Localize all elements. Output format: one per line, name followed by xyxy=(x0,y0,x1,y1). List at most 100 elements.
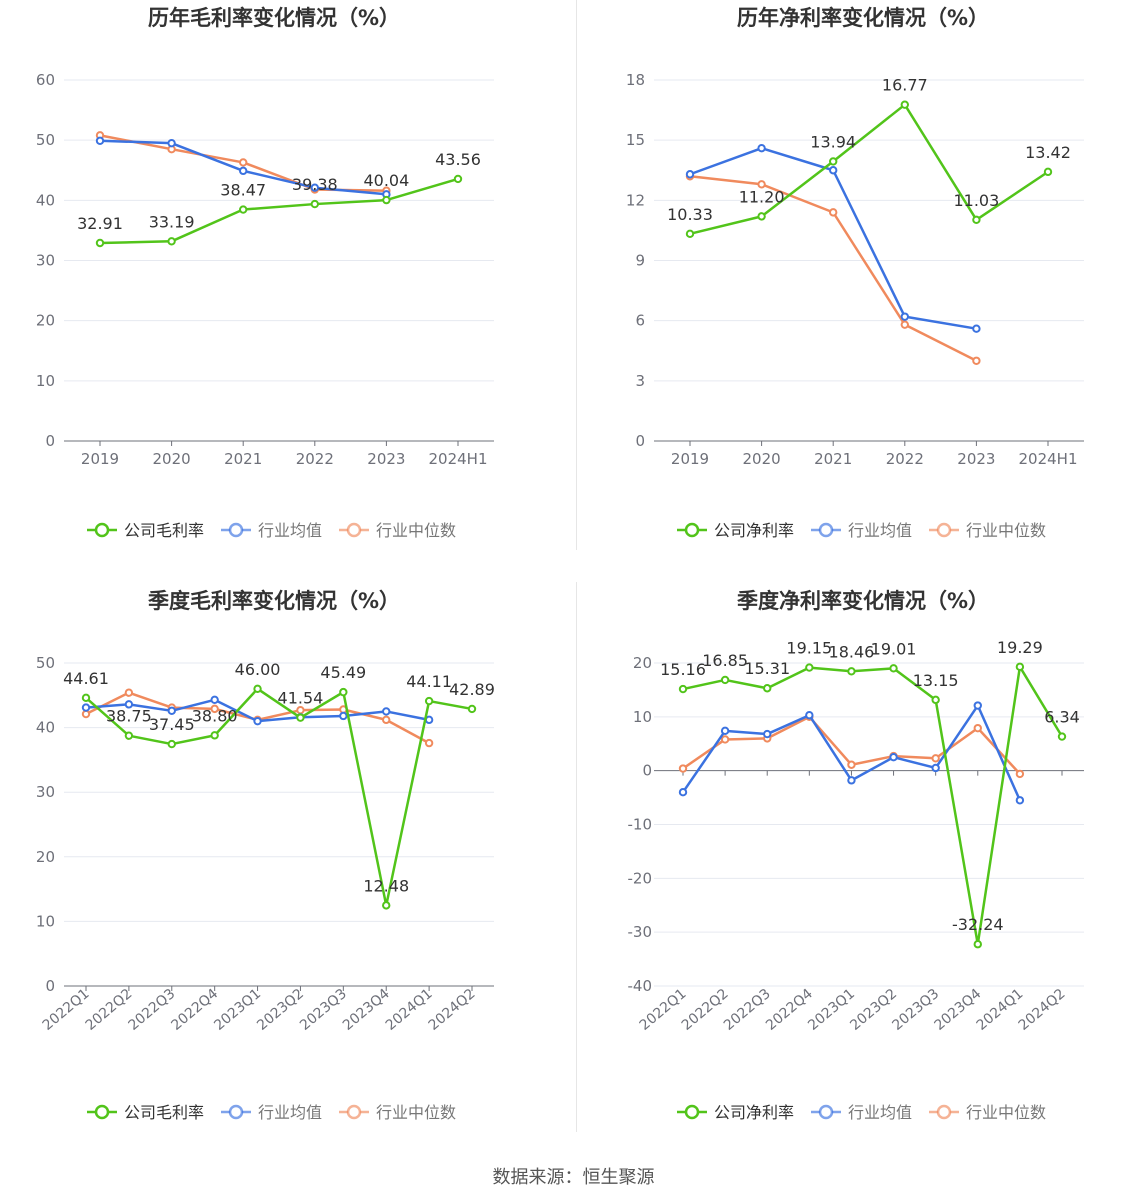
data-label: 19.29 xyxy=(997,638,1043,657)
legend-label[interactable]: 公司毛利率 xyxy=(124,1103,204,1122)
x-tick-label: 2023Q4 xyxy=(932,986,985,1034)
chart-title: 历年净利率变化情况（%） xyxy=(737,6,989,30)
series-line xyxy=(682,665,1064,946)
legend-swatch-marker[interactable] xyxy=(228,1104,244,1120)
legend-label[interactable]: 行业均值 xyxy=(258,1103,322,1122)
y-tick-label: 0 xyxy=(45,432,55,450)
legend-swatch-marker[interactable] xyxy=(94,1104,110,1120)
x-tick-label: 2022Q3 xyxy=(126,986,179,1034)
data-point xyxy=(931,695,940,705)
data-point xyxy=(296,713,305,722)
data-point xyxy=(678,788,688,797)
legend-swatch-marker[interactable] xyxy=(936,1104,952,1120)
data-point xyxy=(847,760,856,769)
data-point xyxy=(757,212,766,221)
data-point xyxy=(210,695,219,705)
y-tick-label: 0 xyxy=(642,762,652,780)
data-point xyxy=(720,726,730,736)
data-point xyxy=(1015,796,1025,805)
data-point xyxy=(931,763,940,773)
y-tick-label: 30 xyxy=(36,252,55,270)
data-point xyxy=(720,735,730,744)
data-label: 10.33 xyxy=(667,205,713,224)
data-point xyxy=(239,158,248,167)
legend-label[interactable]: 公司净利率 xyxy=(714,1103,794,1122)
x-tick-label: 2019 xyxy=(671,450,709,468)
legend-label[interactable]: 行业中位数 xyxy=(966,521,1046,540)
legend-label[interactable]: 公司净利率 xyxy=(714,521,794,540)
data-label: 32.91 xyxy=(77,214,123,233)
data-label: 33.19 xyxy=(149,212,195,231)
x-tick-label: 2022Q3 xyxy=(721,986,774,1034)
data-point xyxy=(889,664,898,673)
y-tick-label: 60 xyxy=(36,71,55,89)
data-point xyxy=(847,776,856,785)
data-point xyxy=(931,754,940,763)
data-label: 46.00 xyxy=(235,660,281,679)
legend-label[interactable]: 行业中位数 xyxy=(966,1103,1046,1122)
y-tick-label: 0 xyxy=(635,432,645,450)
x-tick-label: 2022 xyxy=(886,450,924,468)
legend-label[interactable]: 行业中位数 xyxy=(376,1103,456,1122)
data-point xyxy=(1057,732,1067,741)
x-tick-label: 2024H1 xyxy=(429,450,488,468)
legend-swatch-marker[interactable] xyxy=(346,1104,362,1120)
y-tick-label: 0 xyxy=(45,977,55,995)
legend-swatch-marker[interactable] xyxy=(684,1104,700,1120)
y-tick-label: 20 xyxy=(36,312,55,330)
y-tick-label: 10 xyxy=(633,708,652,726)
data-label: 11.20 xyxy=(739,187,785,206)
series-line xyxy=(99,177,459,245)
legend-swatch-marker[interactable] xyxy=(684,522,700,538)
x-tick-label: 2019 xyxy=(81,450,119,468)
legend-swatch-marker[interactable] xyxy=(228,522,244,538)
data-point xyxy=(685,170,695,179)
data-label: 11.03 xyxy=(953,191,999,210)
x-tick-label: 2022 xyxy=(296,450,334,468)
legend-label[interactable]: 行业均值 xyxy=(848,521,912,540)
legend-swatch-marker[interactable] xyxy=(818,522,834,538)
data-point xyxy=(253,716,262,726)
y-tick-label: -20 xyxy=(628,869,653,887)
data-label: 15.16 xyxy=(660,660,706,679)
series-line xyxy=(681,704,1022,801)
x-tick-label: 2023 xyxy=(957,450,995,468)
legend-swatch-marker[interactable] xyxy=(94,522,110,538)
data-label: 38.47 xyxy=(220,181,266,200)
panel-divider-bottom xyxy=(576,582,577,1132)
data-source-note: 数据来源：恒生聚源 xyxy=(492,1167,655,1188)
x-tick-label: 2023 xyxy=(367,450,405,468)
legend-label[interactable]: 公司毛利率 xyxy=(124,521,204,540)
legend-label[interactable]: 行业均值 xyxy=(848,1103,912,1122)
data-label: 18.46 xyxy=(829,642,875,661)
data-point xyxy=(167,706,176,716)
data-label: 39.38 xyxy=(292,175,338,194)
legend-label[interactable]: 行业中位数 xyxy=(376,521,456,540)
data-point xyxy=(973,723,982,733)
data-point xyxy=(678,764,688,773)
x-tick-label: 2023Q1 xyxy=(805,986,858,1034)
data-point xyxy=(1043,167,1053,177)
legend-label[interactable]: 行业均值 xyxy=(258,521,322,540)
data-point xyxy=(382,901,391,910)
x-tick-label: 2023Q3 xyxy=(297,986,350,1034)
data-point xyxy=(829,157,838,166)
data-point xyxy=(972,356,981,365)
legend-swatch-marker[interactable] xyxy=(346,522,362,538)
chart-title: 季度毛利率变化情况（%） xyxy=(148,589,400,613)
legend-swatch-marker[interactable] xyxy=(818,1104,834,1120)
y-tick-label: 50 xyxy=(36,654,55,672)
x-tick-label: 2024Q2 xyxy=(1016,986,1069,1034)
data-point xyxy=(424,696,434,706)
y-tick-label: 50 xyxy=(36,131,55,149)
data-label: 13.42 xyxy=(1025,143,1071,162)
data-point xyxy=(95,136,105,145)
data-label: 12.48 xyxy=(363,876,409,895)
legend-swatch-marker[interactable] xyxy=(936,522,952,538)
y-tick-label: 30 xyxy=(36,783,55,801)
y-tick-label: 20 xyxy=(36,848,55,866)
data-label: 19.15 xyxy=(786,639,832,658)
data-point xyxy=(973,940,982,949)
x-tick-label: 2022Q2 xyxy=(83,986,136,1034)
